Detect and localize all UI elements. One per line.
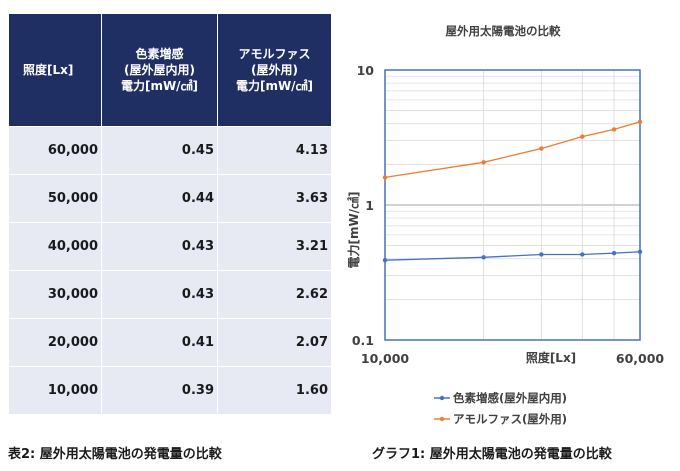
data-point-dye-sensitized [382, 258, 388, 263]
header-amorphous: アモルファス (屋外用) 電力[mW/㎠] [217, 13, 332, 127]
data-point-amorphous [481, 160, 486, 165]
data-point-amorphous [539, 146, 544, 151]
cell-dye-sensitized: 0.41 [101, 318, 218, 367]
cell-illuminance: 60,000 [8, 126, 102, 175]
cell-dye-sensitized: 0.39 [101, 366, 218, 415]
legend-marker-amorphous [439, 416, 445, 422]
data-point-dye-sensitized [481, 255, 486, 260]
cell-illuminance: 20,000 [8, 318, 102, 367]
series-line-dye-sensitized [384, 251, 641, 261]
data-point-dye-sensitized [637, 249, 643, 255]
chart-caption: グラフ1: 屋外用太陽電池の発電量の比較 [372, 447, 612, 462]
table-row: 30,000 0.43 2.62 [8, 270, 332, 319]
plot-frame [384, 69, 641, 341]
data-point-amorphous [580, 134, 585, 139]
x-axis-label: 照度[Lx] [526, 350, 576, 365]
cell-amorphous: 2.07 [217, 318, 332, 367]
data-point-dye-sensitized [539, 252, 544, 257]
data-point-dye-sensitized [611, 250, 617, 256]
cell-amorphous: 2.62 [217, 270, 332, 319]
cell-amorphous: 4.13 [217, 126, 332, 175]
legend-marker-dye-sensitized [439, 395, 445, 401]
x-tick-label: 60,000 [616, 351, 665, 366]
table-caption: 表2: 屋外用太陽電池の発電量の比較 [8, 447, 222, 462]
chart-legend: 色素増感(屋外屋内用) アモルファス(屋外用) [434, 391, 567, 426]
chart-grid [385, 70, 640, 340]
cell-dye-sensitized: 0.45 [101, 126, 218, 175]
data-point-amorphous [382, 175, 388, 180]
power-line-chart: 屋外用太陽電池の比較 0.1 1 10 10,000 60,000 照度[Lx] 電力[… [346, 24, 665, 426]
table-row: 60,000 0.45 4.13 [8, 126, 332, 175]
cell-dye-sensitized: 0.43 [101, 222, 218, 271]
series-line-amorphous [384, 121, 641, 179]
cell-amorphous: 3.63 [217, 174, 332, 223]
legend-label-dye-sensitized: 色素増感(屋外屋内用) [453, 391, 567, 405]
axis-ticks: 0.1 1 10 10,000 60,000 [352, 63, 665, 366]
table-row: 50,000 0.44 3.63 [8, 174, 332, 223]
y-axis-label: 電力[mW/㎠] [346, 191, 361, 268]
y-tick-label: 10 [357, 63, 375, 78]
chart-series [382, 119, 643, 263]
data-point-dye-sensitized [580, 252, 585, 257]
y-tick-label: 1 [365, 198, 374, 213]
cell-illuminance: 50,000 [8, 174, 102, 223]
cell-illuminance: 40,000 [8, 222, 102, 271]
data-point-amorphous [611, 127, 617, 132]
legend-label-amorphous: アモルファス(屋外用) [453, 412, 567, 426]
data-point-amorphous [637, 119, 643, 125]
table-header-row: 照度[Lx] 色素増感 (屋外屋内用) 電力[mW/㎠] アモルファス (屋外用… [8, 13, 332, 127]
cell-amorphous: 3.21 [217, 222, 332, 271]
header-illuminance: 照度[Lx] [8, 13, 102, 127]
cell-dye-sensitized: 0.44 [101, 174, 218, 223]
power-comparison-table: 照度[Lx] 色素増感 (屋外屋内用) 電力[mW/㎠] アモルファス (屋外用… [8, 13, 332, 415]
table-row: 20,000 0.41 2.07 [8, 318, 332, 367]
cell-dye-sensitized: 0.43 [101, 270, 218, 319]
header-dye-sensitized: 色素増感 (屋外屋内用) 電力[mW/㎠] [101, 13, 218, 127]
table-row: 40,000 0.43 3.21 [8, 222, 332, 271]
chart-title: 屋外用太陽電池の比較 [446, 24, 561, 38]
cell-amorphous: 1.60 [217, 366, 332, 415]
x-tick-label: 10,000 [361, 351, 410, 366]
table-row: 10,000 0.39 1.60 [8, 366, 332, 415]
y-tick-label: 0.1 [352, 333, 374, 348]
cell-illuminance: 10,000 [8, 366, 102, 415]
cell-illuminance: 30,000 [8, 270, 102, 319]
